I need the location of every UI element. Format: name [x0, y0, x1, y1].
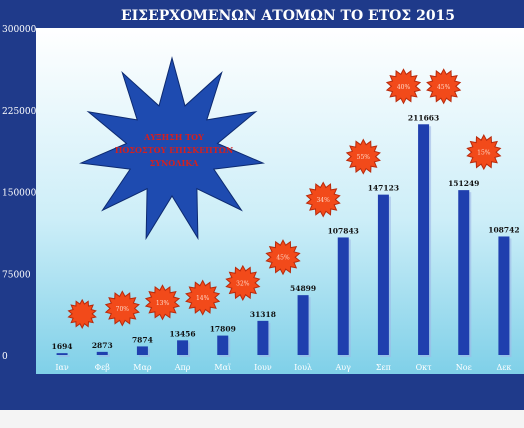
x-tick-label: Ιαν	[55, 363, 69, 372]
burst-label: 40%	[397, 84, 411, 91]
x-tick-label: Μαϊ	[214, 363, 231, 372]
bar	[418, 124, 430, 356]
x-tick-label: Οκτ	[416, 363, 433, 372]
data-label: 31318	[250, 310, 276, 319]
burst-shape	[104, 290, 140, 327]
bar	[377, 194, 389, 355]
burst-label: 15%	[477, 150, 491, 157]
burst-shape	[345, 138, 381, 175]
bar	[297, 295, 309, 355]
bar-series	[56, 124, 512, 358]
data-label: 54899	[290, 284, 316, 293]
data-label: 151249	[448, 179, 479, 188]
burst-shape	[466, 134, 502, 171]
burst-shape	[144, 284, 181, 321]
bar	[96, 351, 108, 355]
x-tick-label: Απρ	[174, 363, 191, 372]
burst-label: 13%	[156, 300, 170, 307]
y-tick-label: 150000	[2, 189, 37, 199]
x-tick-label: Ιουλ	[294, 363, 312, 372]
burst-label: 45%	[437, 84, 451, 91]
chart-title: ΕΙΣΕΡΧΟΜΕΝΩΝ ΑΤΟΜΩΝ ΤΟ ΕΤΟΣ 2015	[121, 8, 455, 24]
bar-shadow	[58, 355, 70, 357]
burst-label: 45%	[276, 255, 290, 262]
bar	[56, 353, 68, 355]
data-label: 1694	[52, 342, 73, 351]
x-tick-label: Φεβ	[95, 363, 111, 372]
burst-shape	[426, 68, 462, 105]
x-tick-label: Μαρ	[133, 363, 152, 372]
data-label: 13456	[170, 329, 196, 338]
burst-shape	[385, 68, 422, 105]
x-tick-label: Αυγ	[335, 363, 352, 372]
data-label: 7874	[132, 335, 153, 344]
annotation-line-1: ΑΥΞΗΣΗ ΤΟΥ	[143, 132, 204, 142]
data-label: 17809	[210, 325, 236, 334]
annotation-line-2: ΠΟΣΟΣΤΟΥ ΕΠΙΣΚΕΠΤΩΝ	[115, 145, 233, 155]
bar	[177, 340, 189, 355]
x-tick-label: Δεκ	[496, 363, 511, 372]
y-tick-label: 225000	[2, 107, 37, 117]
burst-shape	[305, 181, 341, 218]
annotation-line-3: ΣΥΝΟΛΙΚΑ	[150, 158, 200, 168]
bar	[257, 320, 269, 355]
y-axis: 0 75000 150000 225000 300000	[2, 25, 37, 362]
burst-label: 32%	[236, 280, 250, 287]
bar	[458, 190, 470, 355]
burst-shape	[67, 298, 97, 329]
data-label: 107843	[328, 226, 359, 235]
burst-label: 34%	[316, 197, 330, 204]
bar-shadow	[98, 353, 110, 357]
bar	[337, 237, 349, 355]
annotation-star: ΑΥΞΗΣΗ ΤΟΥ ΠΟΣΟΣΤΟΥ ΕΠΙΣΚΕΠΤΩΝ ΣΥΝΟΛΙΚΑ	[78, 56, 266, 241]
bar	[498, 236, 510, 355]
y-tick-label: 0	[2, 352, 8, 362]
star-shape	[78, 56, 266, 241]
x-axis: Ιαν Φεβ Μαρ Απρ Μαϊ Ιουν Ιουλ Αυγ Σεπ Οκτ Νοε Δεκ	[55, 363, 511, 372]
percentage-bursts: 70% 13% 14% 32% 45% 34% 55% 40% 45% 15%	[67, 68, 502, 329]
y-tick-label: 300000	[2, 25, 37, 35]
burst-label: 14%	[196, 295, 210, 302]
burst-shape	[225, 264, 261, 301]
bar	[217, 335, 229, 355]
data-labels: 1694 2873 7874 13456 17809 31318 54899 107843 14…	[52, 113, 520, 351]
x-tick-label: Νοε	[456, 363, 472, 372]
x-tick-label: Σεπ	[376, 363, 391, 372]
data-label: 147123	[368, 184, 399, 193]
data-label: 108742	[488, 225, 519, 234]
x-tick-label: Ιουν	[254, 363, 272, 372]
burst-shape	[265, 239, 301, 276]
bar	[136, 346, 148, 355]
burst-label: 55%	[357, 154, 371, 161]
data-label: 2873	[92, 341, 113, 350]
data-label: 211663	[408, 113, 439, 122]
burst-shape	[185, 279, 221, 316]
y-tick-label: 75000	[2, 270, 31, 280]
burst-label: 70%	[116, 306, 130, 313]
